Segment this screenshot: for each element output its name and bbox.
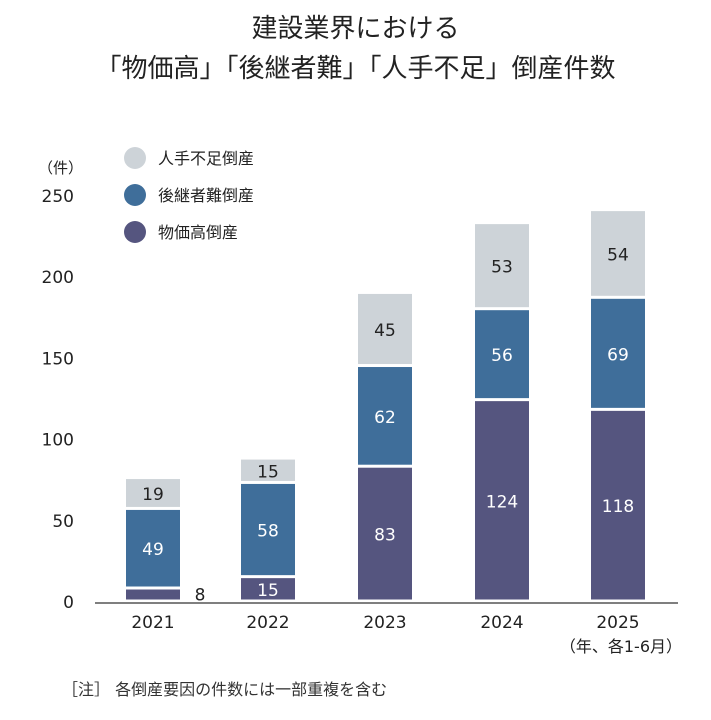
legend-marker [124,147,146,169]
bar-segment [475,401,529,600]
bar-segment [358,293,412,365]
data-label: 83 [374,526,396,546]
y-tick-label: 0 [63,593,74,613]
data-label: 53 [491,258,513,278]
legend-label: 物価高倒産 [158,223,238,242]
bar-segment [241,578,295,600]
data-label: 8 [195,586,206,606]
data-label: 58 [257,522,279,542]
legend-marker [124,184,146,206]
bar-segment [126,589,180,600]
y-tick-label: 50 [52,512,74,532]
chart-title-line2: 「物価高」「後継者難」「人手不足」倒産件数 [95,54,616,84]
x-axis-label: （年、各1-6月） [560,637,682,656]
y-tick-label: 100 [42,431,74,451]
bar-segment [475,224,529,308]
y-tick-label: 200 [42,268,74,288]
legend-label: 人手不足倒産 [158,149,254,168]
bar-segment [241,483,295,576]
y-tick-label: 250 [42,187,74,207]
bar-segment [126,479,180,507]
y-axis-label: （件） [38,159,83,177]
bar-segment [358,467,412,600]
data-label: 118 [602,497,634,517]
x-tick-label: 2025 [596,613,639,633]
data-label: 69 [607,345,629,365]
x-tick-label: 2024 [480,613,523,633]
bar-segment [126,509,180,587]
data-label: 49 [142,540,164,560]
x-tick-label: 2023 [363,613,406,633]
data-label: 45 [374,321,396,341]
bar-segment [591,410,645,600]
legend-marker [124,221,146,243]
bar-segment [591,211,645,296]
data-label: 124 [486,492,518,512]
chart-title-line1: 建設業界における [251,14,460,44]
x-tick-label: 2022 [246,613,289,633]
data-label: 19 [142,485,164,505]
bar-segment [241,459,295,481]
y-tick-label: 150 [42,349,74,369]
data-label: 56 [491,346,513,366]
data-label: 54 [607,245,629,265]
bar-segment [358,367,412,465]
data-label: 15 [257,462,279,482]
x-tick-label: 2021 [131,613,174,633]
bar-segment [475,310,529,399]
legend-label: 後継者難倒産 [158,186,254,205]
bar-segment [591,298,645,408]
data-label: 62 [374,408,396,428]
footnote: ［注］ 各倒産要因の件数には一部重複を含む [62,680,388,699]
data-label: 15 [257,581,279,601]
